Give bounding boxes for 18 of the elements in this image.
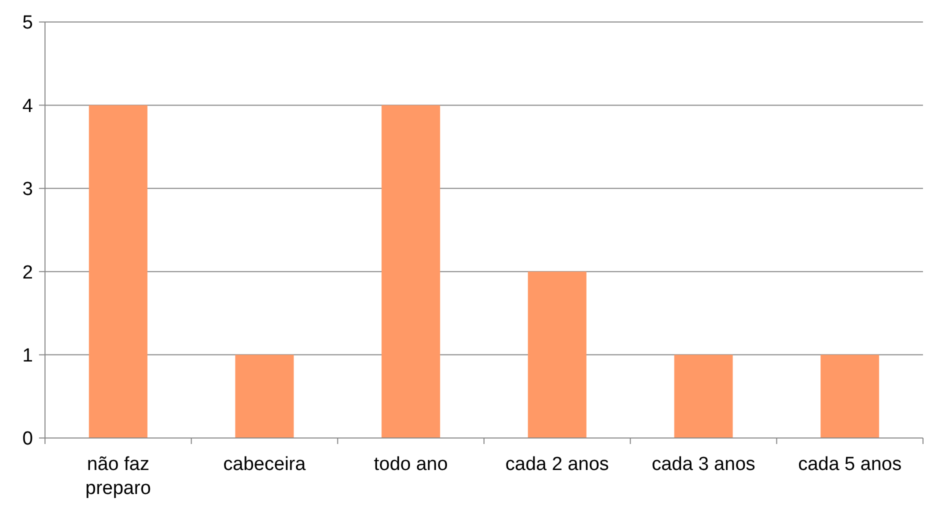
y-tick-label: 1: [22, 345, 33, 366]
y-tick-label: 5: [22, 12, 33, 34]
bar: [820, 354, 880, 438]
bar: [88, 105, 148, 438]
bar: [674, 354, 733, 438]
bar: [382, 105, 440, 438]
x-tick-label: cada 3 anos: [652, 454, 756, 475]
y-tick-label: 3: [22, 179, 33, 200]
x-tick-label: todo ano: [374, 454, 448, 475]
y-tick-label: 4: [22, 96, 34, 117]
x-tick-label: cabeceira: [223, 454, 306, 475]
x-tick-label: cada 2 anos: [505, 454, 609, 475]
x-tick-label: cada 5 anos: [798, 454, 902, 475]
bar: [528, 272, 586, 438]
y-tick-label: 0: [22, 428, 33, 450]
bar: [235, 354, 294, 438]
x-tick-label: não faz preparo: [85, 454, 151, 499]
y-tick-label: 2: [22, 262, 33, 284]
